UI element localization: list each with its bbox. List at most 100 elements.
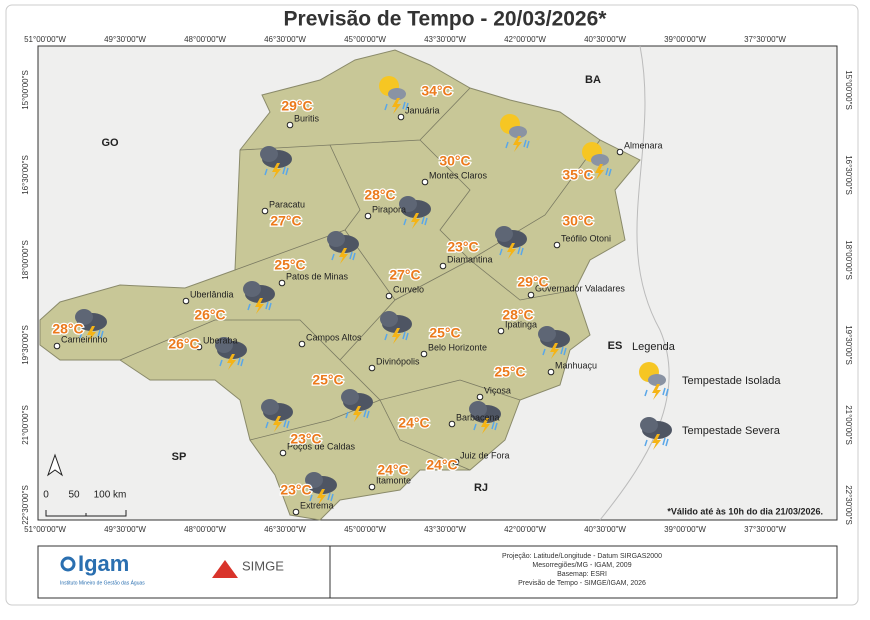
lightning	[272, 163, 281, 179]
city-marker	[278, 279, 286, 287]
temperature: 25°C	[494, 364, 525, 380]
city-label: Teófilo Otoni	[561, 233, 611, 243]
severe-storm-icon	[469, 401, 501, 434]
city-label: Juiz de Fora	[460, 450, 510, 460]
rain	[309, 492, 334, 502]
rain	[265, 419, 290, 429]
longitude-label: 48°00'00"W	[184, 525, 226, 534]
credit-line: Previsão de Tempo - SIMGE/IGAM, 2026	[518, 580, 646, 587]
city-label: Paracatu	[269, 199, 305, 209]
longitude-label: 43°30'00"W	[424, 525, 466, 534]
lightning	[652, 434, 661, 450]
city-marker	[547, 368, 555, 376]
severe-storm-icon	[305, 472, 337, 505]
state-label: BA	[585, 74, 601, 86]
latitude-label: 16°30'00"S	[21, 155, 30, 195]
rain	[505, 139, 530, 149]
rain	[345, 409, 370, 419]
city-marker	[279, 449, 287, 457]
lightning	[255, 298, 264, 314]
state-label: GO	[101, 137, 119, 149]
rain	[264, 166, 289, 176]
rain	[644, 387, 669, 397]
longitude-label: 46°30'00"W	[264, 525, 306, 534]
scale-label: 100 km	[94, 490, 127, 501]
longitude-label: 45°00'00"W	[344, 35, 386, 44]
longitude-label: 37°30'00"W	[744, 525, 786, 534]
lightning	[392, 98, 401, 114]
longitude-label: 46°30'00"W	[264, 35, 306, 44]
city-label: Diamantina	[447, 254, 493, 264]
temperature: 24°C	[377, 462, 408, 478]
longitude-label: 51°00'00"W	[24, 525, 66, 534]
city-label: Curvelo	[393, 284, 424, 294]
city-marker	[397, 113, 405, 121]
rain	[542, 346, 567, 356]
longitude-label: 48°00'00"W	[184, 35, 226, 44]
temperature: 28°C	[52, 321, 83, 337]
cloud	[260, 146, 278, 162]
city-marker	[53, 342, 61, 350]
latitude-label: 21°00'00"S	[21, 405, 30, 445]
longitude-label: 40°30'00"W	[584, 525, 626, 534]
scale-label: 50	[68, 490, 80, 501]
igam-subtitle: Instituto Mineiro de Gestão das Águas	[60, 579, 145, 586]
city-label: Carneirinho	[61, 334, 108, 344]
temperature: 24°C	[398, 415, 429, 431]
city-marker	[364, 212, 372, 220]
isolated-storm-icon	[500, 114, 530, 152]
longitude-label: 42°00'00"W	[504, 35, 546, 44]
severe-storm-icon	[495, 226, 527, 259]
lightning	[273, 416, 282, 432]
severe-storm-icon	[538, 326, 570, 359]
city-marker	[527, 291, 535, 299]
city-label: Itamonte	[376, 475, 411, 485]
legend-title: Legenda	[632, 341, 676, 353]
lightning	[411, 213, 420, 229]
city-label: Uberlândia	[190, 289, 234, 299]
cloud	[305, 472, 323, 488]
city-marker	[420, 350, 428, 358]
legend-item: Tempestade Isolada	[682, 375, 781, 387]
city-label: Divinópolis	[376, 356, 420, 366]
latitude-label: 18°00'00"S	[21, 240, 30, 280]
simge-name: SIMGE	[242, 558, 284, 573]
scale-bar	[45, 510, 127, 517]
rain	[644, 437, 669, 447]
longitude-label: 49°30'00"W	[104, 35, 146, 44]
city-label: Viçosa	[484, 385, 511, 395]
city-label: Januária	[405, 105, 440, 115]
city-marker	[452, 458, 460, 466]
temperature: 26°C	[194, 307, 225, 323]
temperature: 25°C	[429, 325, 460, 341]
cloud	[399, 196, 417, 212]
rain	[331, 251, 356, 261]
igam-logo	[60, 556, 76, 572]
rain	[79, 329, 104, 339]
cloud	[591, 154, 609, 166]
city-marker	[368, 364, 376, 372]
temperature: 30°C	[562, 213, 593, 229]
longitude-label: 51°00'00"W	[24, 35, 66, 44]
city-label: Pirapora	[372, 204, 406, 214]
state-label: RJ	[474, 482, 488, 494]
rain	[384, 331, 409, 341]
lightning	[339, 248, 348, 264]
latitude-label: 19°30'00"S	[844, 325, 853, 365]
cloud	[538, 326, 556, 342]
validity-note: *Válido até às 10h do dia 21/03/2026.	[667, 506, 823, 516]
region-borders	[119, 87, 601, 471]
city-marker	[553, 241, 561, 249]
lightning	[227, 354, 236, 370]
city-marker	[448, 420, 456, 428]
legend-item: Tempestade Severa	[682, 425, 781, 437]
city-marker	[292, 508, 300, 516]
severe-storm-icon	[399, 196, 431, 229]
credit-line: Basemap: ESRI	[557, 571, 607, 578]
city-label: Almenara	[624, 140, 663, 150]
city-marker	[298, 340, 306, 348]
scale-label: 0	[43, 490, 49, 501]
cloud	[388, 88, 406, 100]
severe-storm-icon	[327, 231, 359, 264]
